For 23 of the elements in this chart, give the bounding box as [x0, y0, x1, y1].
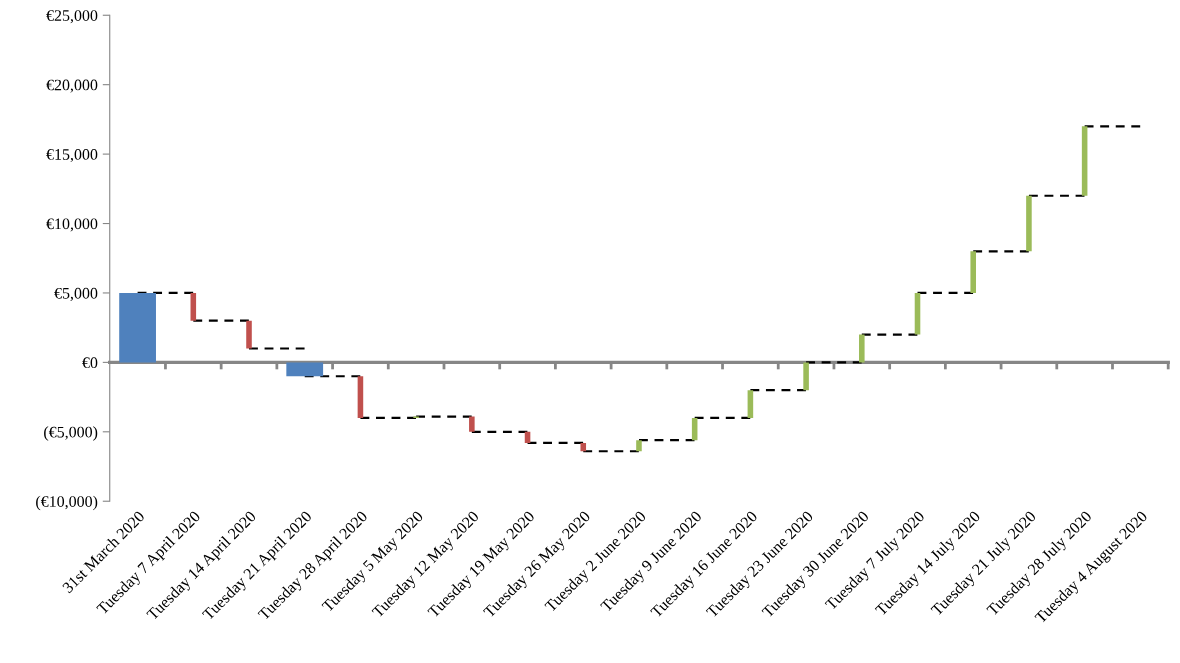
bar	[803, 362, 809, 391]
y-tick-label: €15,000	[46, 149, 98, 163]
bar	[914, 292, 921, 335]
y-tick-label: €20,000	[46, 79, 98, 93]
bar	[190, 292, 197, 321]
y-tick-label: €10,000	[46, 218, 98, 232]
bar	[747, 390, 754, 418]
bar	[859, 334, 865, 363]
bar	[286, 362, 324, 377]
y-tick-label: (€10,000)	[36, 495, 98, 511]
y-tick-label: €5,000	[54, 287, 98, 301]
y-tick-label: €0	[82, 357, 98, 369]
bar	[119, 292, 156, 363]
bar	[970, 251, 977, 293]
bar	[1026, 195, 1032, 252]
bar	[636, 440, 642, 452]
bar	[469, 416, 475, 432]
bar	[246, 320, 252, 349]
y-tick-label: €25,000	[46, 10, 98, 24]
y-tick-label: (€5,000)	[44, 426, 98, 441]
bar	[580, 442, 587, 452]
bar	[1081, 126, 1088, 196]
bar	[357, 376, 364, 418]
